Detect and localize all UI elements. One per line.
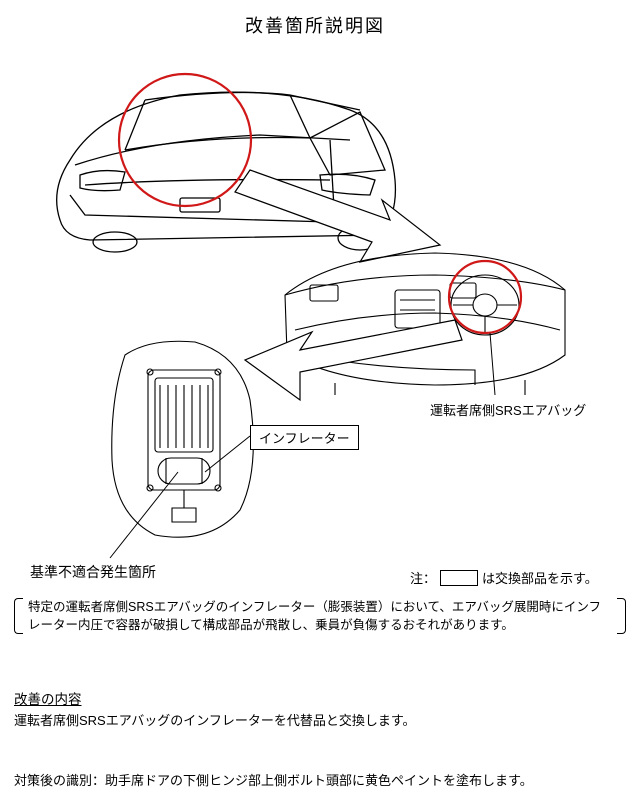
note-prefix: 注： bbox=[410, 568, 436, 587]
note-suffix: は交換部品を示す。 bbox=[482, 568, 598, 587]
legend-note: 注： は交換部品を示す。 bbox=[410, 568, 598, 587]
description-text: 特定の運転者席側SRSエアバッグのインフレーター（膨張装置）において、エアバッグ… bbox=[28, 600, 601, 632]
identification-footer: 対策後の識別：助手席ドアの下側ヒンジ部上側ボルト頭部に黄色ペイントを塗布します。 bbox=[14, 770, 614, 789]
leader-nonconformance bbox=[0, 0, 630, 800]
improvement-header: 改善の内容 bbox=[14, 688, 82, 708]
nonconformance-label: 基準不適合発生箇所 bbox=[30, 562, 156, 582]
note-swatch bbox=[440, 570, 478, 586]
improvement-body: 運転者席側SRSエアバッグのインフレーターを代替品と交換します。 bbox=[14, 710, 614, 729]
description-bracket: 特定の運転者席側SRSエアバッグのインフレーター（膨張装置）において、エアバッグ… bbox=[14, 598, 626, 634]
